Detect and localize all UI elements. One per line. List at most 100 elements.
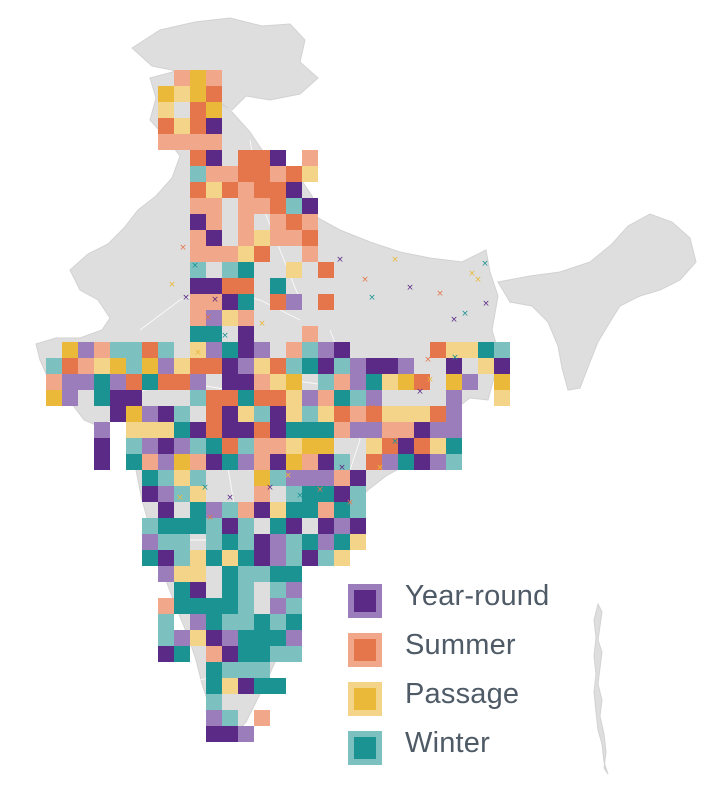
distribution-cell-summer [366,454,382,470]
distribution-cell-year-round [334,486,350,502]
distribution-cell-passage [270,374,286,390]
distribution-cell-passage [46,390,62,406]
distribution-cell-year-round [286,182,302,198]
distribution-cell-summer [382,422,398,438]
year-round-swatch [348,584,382,618]
distribution-cell-year-round [158,550,174,566]
distribution-cell-passage [398,374,414,390]
distribution-cell-summer [222,182,238,198]
distribution-cell-winter [286,422,302,438]
distribution-cell-winter [238,662,254,678]
distribution-cell-year-round [382,454,398,470]
distribution-cell-winter [206,598,222,614]
sighting-cross: × [346,498,354,508]
distribution-cell-winter [222,534,238,550]
distribution-cell-winter [318,374,334,390]
distribution-cell-passage [494,374,510,390]
distribution-cell-passage [174,118,190,134]
distribution-cell-year-round [206,454,222,470]
distribution-cell-winter [270,278,286,294]
distribution-cell-year-round [94,438,110,454]
distribution-cell-year-round [206,630,222,646]
distribution-cell-winter [270,678,286,694]
distribution-cell-passage [254,230,270,246]
sighting-cross: × [284,471,292,481]
distribution-cell-year-round [494,358,510,374]
distribution-cell-winter [158,630,174,646]
distribution-cell-year-round [142,534,158,550]
distribution-cell-year-round [414,454,430,470]
legend-item-winter: Winter [348,725,588,774]
sighting-cross: × [316,485,324,495]
distribution-cell-winter [190,470,206,486]
sighting-cross: × [296,491,304,501]
distribution-cell-winter [206,694,222,710]
distribution-cell-summer [206,198,222,214]
distribution-cell-summer [430,406,446,422]
distribution-cell-winter [174,422,190,438]
sighting-cross: × [361,275,369,285]
sighting-cross: × [436,289,444,299]
distribution-cell-winter [174,486,190,502]
distribution-cell-summer [222,390,238,406]
distribution-cell-summer [334,422,350,438]
distribution-cell-year-round [190,278,206,294]
distribution-cell-winter [190,502,206,518]
distribution-cell-winter [222,582,238,598]
distribution-cell-winter [238,614,254,630]
distribution-cell-passage [190,550,206,566]
distribution-cell-passage [478,358,494,374]
distribution-cell-winter [190,598,206,614]
distribution-cell-winter [366,374,382,390]
distribution-cell-summer [174,134,190,150]
sighting-cross: × [474,275,482,285]
distribution-cell-summer [350,406,366,422]
distribution-cell-winter [350,486,366,502]
distribution-cell-year-round [222,374,238,390]
distribution-cell-winter [126,358,142,374]
distribution-cell-winter [254,678,270,694]
distribution-cell-winter [238,262,254,278]
distribution-cell-year-round [430,422,446,438]
distribution-cell-year-round [222,422,238,438]
distribution-cell-winter [190,518,206,534]
distribution-cell-summer [206,214,222,230]
legend-item-year-round: Year-round [348,578,588,627]
distribution-cell-winter [206,438,222,454]
legend-item-summer: Summer [348,627,588,676]
distribution-cell-passage [286,262,302,278]
distribution-cell-passage [190,70,206,86]
sighting-cross: × [436,341,444,351]
distribution-cell-winter [46,358,62,374]
distribution-cell-summer [254,166,270,182]
distribution-cell-year-round [270,550,286,566]
distribution-cell-year-round [78,374,94,390]
distribution-cell-year-round [270,406,286,422]
distribution-cell-winter [254,662,270,678]
distribution-cell-summer [254,198,270,214]
distribution-cell-summer [222,278,238,294]
distribution-cell-winter [222,342,238,358]
distribution-cell-year-round [206,118,222,134]
distribution-cell-winter [190,166,206,182]
distribution-cell-summer [190,454,206,470]
distribution-cell-summer [78,358,94,374]
distribution-cell-winter [158,342,174,358]
distribution-cell-passage [302,438,318,454]
distribution-cell-winter [142,374,158,390]
distribution-cell-year-round [382,358,398,374]
sighting-cross: × [450,315,458,325]
distribution-cell-passage [174,566,190,582]
distribution-cell-year-round [126,390,142,406]
distribution-cell-year-round [158,454,174,470]
distribution-cell-year-round [222,646,238,662]
sighting-cross: × [176,493,184,503]
distribution-cell-year-round [158,646,174,662]
distribution-cell-passage [254,470,270,486]
andaman-islands [593,602,609,775]
distribution-cell-summer [190,310,206,326]
sighting-cross: × [482,299,490,309]
distribution-cell-year-round [190,614,206,630]
distribution-cell-summer [254,246,270,262]
distribution-cell-year-round [206,230,222,246]
